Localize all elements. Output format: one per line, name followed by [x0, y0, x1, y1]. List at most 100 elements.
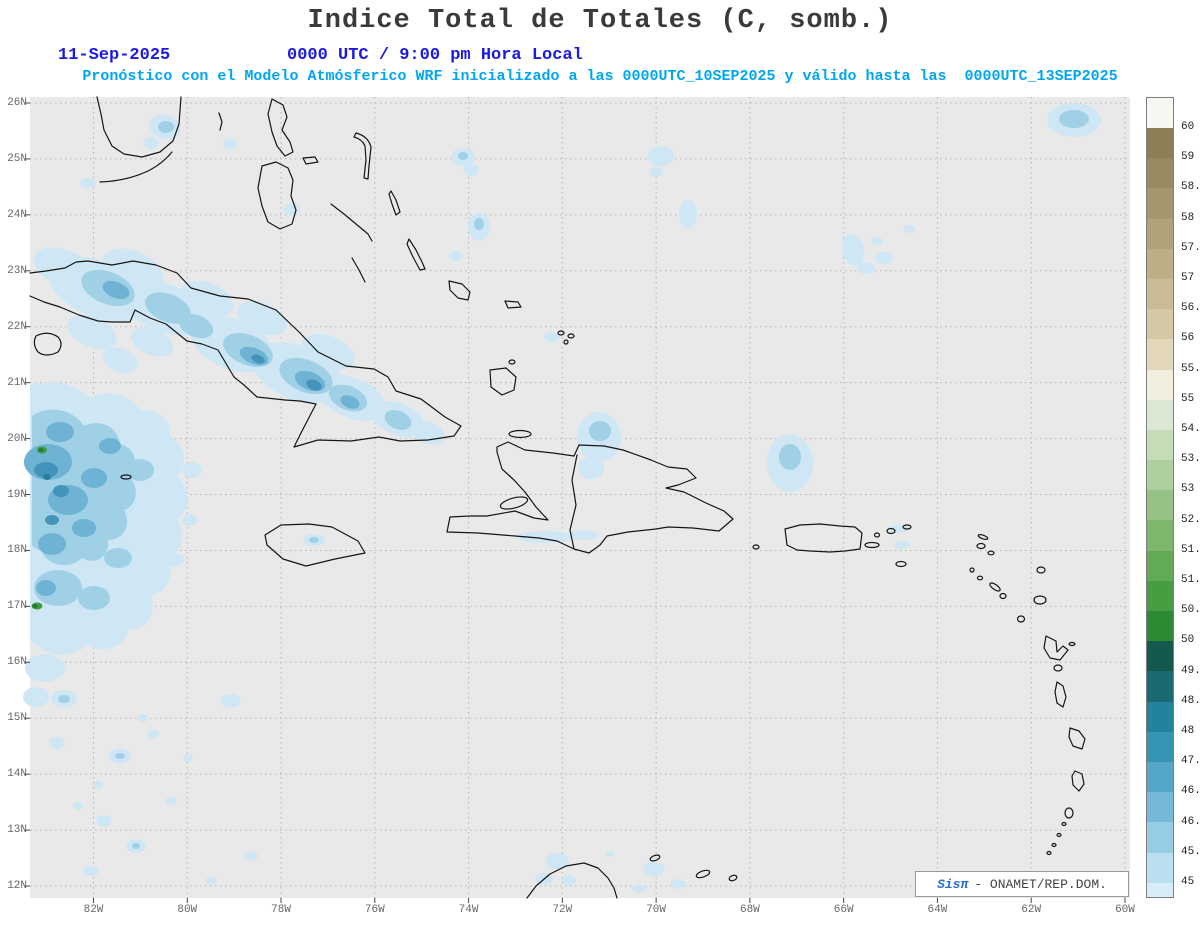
bequia: [1061, 821, 1067, 827]
map-background: [30, 97, 1130, 898]
colorbar-segment-1: [1147, 128, 1173, 159]
page-title: Indice Total de Totales (C, somb.): [307, 6, 893, 36]
attribution-org: - ONAMET/REP.DOM.: [974, 876, 1107, 892]
colorbar-segment-14: [1147, 520, 1173, 551]
little-inagua: [508, 359, 516, 365]
lat-label-19N: 19N: [7, 488, 27, 501]
marie-galante: [1053, 664, 1063, 672]
lon-label-60W: 60W: [1115, 904, 1135, 916]
desirade: [1068, 641, 1076, 647]
lat-label-20N: 20N: [7, 432, 27, 445]
new-providence: [302, 156, 319, 165]
index-shading-areas: [23, 103, 1101, 893]
colorbar-segment-11: [1147, 429, 1173, 461]
lon-label-74W: 74W: [458, 904, 479, 916]
colorbar-tick-55: 55: [1181, 392, 1195, 405]
bonaire: [728, 874, 738, 882]
aruba: [649, 854, 661, 862]
lesser-antilles-coastlines: [969, 533, 1086, 886]
lat-label-23N: 23N: [7, 264, 27, 277]
colorbar-tick-46.8: 46.8: [1181, 785, 1200, 798]
axis-ticks: [25, 102, 1126, 903]
lat-label-15N: 15N: [7, 712, 27, 725]
st-eustatius: [976, 575, 984, 581]
model-run-subtitle: Pronóstico con el Modelo Atmósferico WRF…: [82, 68, 1118, 85]
lon-label-68W: 68W: [739, 904, 760, 916]
andros: [257, 161, 297, 230]
colorbar-tick-60: 60: [1181, 121, 1195, 133]
eleuthera: [353, 132, 372, 180]
map-attribution: Sisπ - ONAMET/REP.DOM.: [915, 871, 1129, 897]
florida-coastline: [96, 96, 182, 158]
colorbar-tick-59: 59: [1181, 151, 1195, 164]
anguilla: [977, 533, 989, 541]
lat-label-21N: 21N: [7, 376, 27, 389]
colorbar-tick-58: 58: [1181, 211, 1195, 224]
colorbar-tick-51.2: 51.2: [1181, 574, 1200, 586]
colorbar-segment-6: [1147, 278, 1173, 310]
colorbar-tick-50: 50: [1181, 634, 1195, 647]
florida-and-bahamas: [96, 96, 575, 396]
guadeloupe: [1043, 635, 1069, 661]
colorbar-segment-7: [1147, 309, 1173, 340]
lat-label-24N: 24N: [7, 208, 27, 221]
tortuga-island: [508, 429, 532, 439]
cuba-coastline: [29, 260, 462, 448]
colorbar-segment-2: [1147, 158, 1173, 189]
lon-label-64W: 64W: [927, 904, 948, 916]
lon-label-76W: 76W: [364, 904, 385, 916]
colorbar-tick-46.2: 46.2: [1181, 815, 1200, 828]
colorbar-segment-17: [1147, 611, 1173, 642]
colorbar-tick-55.5: 55.5: [1181, 362, 1200, 375]
montserrat: [1016, 615, 1026, 623]
curacao: [695, 869, 711, 879]
hispaniola-coastline: [446, 441, 734, 554]
lon-label-66W: 66W: [833, 904, 854, 916]
grid-lines: [30, 97, 1130, 898]
colorbar-segment-21: [1147, 731, 1173, 762]
martinique: [1068, 727, 1086, 750]
colorbar-tick-54.2: 54.2: [1181, 423, 1200, 435]
lon-label-82W: 82W: [83, 904, 104, 916]
colorbar-tick-47.4: 47.4: [1181, 755, 1200, 768]
haiti-dr-border: [569, 454, 578, 550]
colorbar-tick-56: 56: [1181, 332, 1195, 345]
saba: [969, 567, 975, 573]
barbuda: [1036, 566, 1046, 574]
guajira-peninsula: [526, 862, 618, 899]
forecast-date: 11-Sep-2025: [58, 46, 171, 65]
florida-keys: [99, 151, 173, 183]
great-inagua: [489, 367, 517, 396]
lat-label-18N: 18N: [7, 544, 27, 557]
lon-label-80W: 80W: [177, 904, 198, 916]
colorbar-segment-5: [1147, 248, 1173, 279]
colorbar-tick-57: 57: [1181, 272, 1195, 284]
st-lucia: [1071, 770, 1085, 792]
cat-island: [388, 190, 401, 216]
colorbar-tick-48.6: 48.6: [1181, 694, 1200, 707]
isla-juventud-coastline: [33, 332, 62, 356]
st-kitts: [989, 582, 1001, 592]
colorbar-segment-18: [1147, 641, 1173, 672]
st-vincent: [1064, 807, 1074, 819]
st-martin: [976, 542, 986, 550]
nevis: [999, 592, 1007, 600]
lat-label-14N: 14N: [7, 768, 27, 781]
colorbar-segment-22: [1147, 761, 1173, 793]
colorbar-segment-3: [1147, 188, 1173, 219]
lat-label-25N: 25N: [7, 152, 27, 165]
colorbar-segment-9: [1147, 369, 1173, 400]
colorbar-segment-26: [1147, 882, 1173, 897]
colorbar-segment-20: [1147, 701, 1173, 732]
colorbar-segment-10: [1147, 399, 1173, 430]
ragged-chain: [351, 257, 366, 283]
virgin-islands: [752, 524, 912, 568]
colorbar-tick-57.5: 57.5: [1181, 241, 1200, 254]
lat-label-13N: 13N: [7, 824, 27, 837]
colorbar-tick-50.6: 50.6: [1181, 604, 1200, 617]
lat-label-17N: 17N: [7, 600, 27, 613]
lon-label-70W: 70W: [646, 904, 667, 916]
turks-caicos-1: [557, 330, 565, 336]
